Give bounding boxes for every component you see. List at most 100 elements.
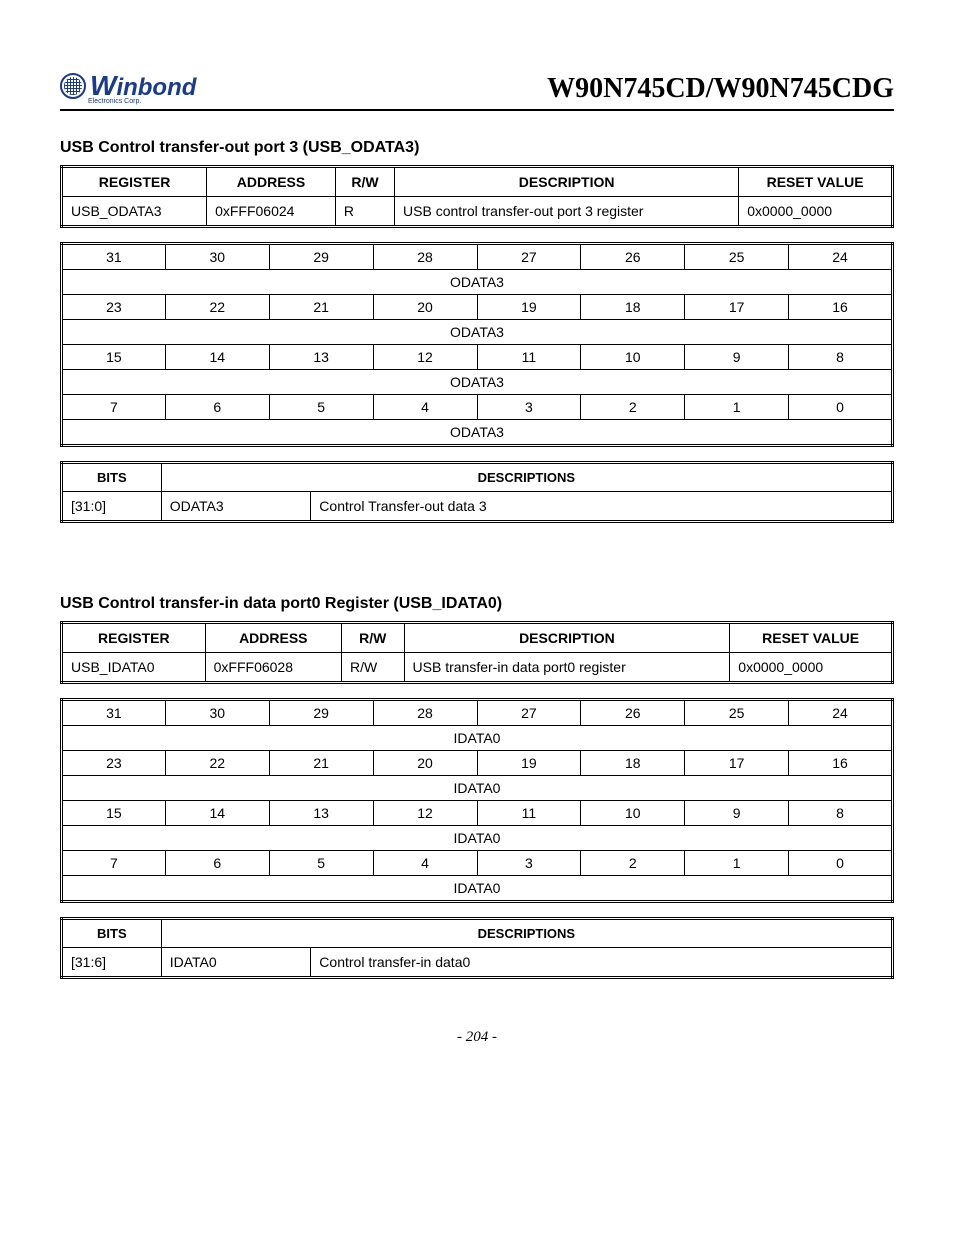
bit-cell: 1 [685, 851, 789, 876]
bit-cell: 0 [789, 395, 893, 420]
bit-cell: 14 [165, 801, 269, 826]
bit-label: IDATA0 [62, 726, 893, 751]
bit-cell: 11 [477, 801, 581, 826]
bit-cell: 7 [62, 851, 166, 876]
bit-cell: 3 [477, 851, 581, 876]
bit-cell: 4 [373, 395, 477, 420]
section1-register-table: REGISTER ADDRESS R/W DESCRIPTION RESET V… [60, 165, 894, 228]
table-header-row: REGISTER ADDRESS R/W DESCRIPTION RESET V… [62, 623, 893, 653]
bit-cell: 13 [269, 345, 373, 370]
bit-cell: 19 [477, 751, 581, 776]
bit-cell: 22 [165, 751, 269, 776]
bit-cell: 16 [789, 295, 893, 320]
cell-rw: R/W [341, 653, 404, 683]
cell-bits: [31:0] [62, 492, 162, 522]
section2-bit-table: 3130292827262524 IDATA0 2322212019181716… [60, 698, 894, 903]
table-row: USB_IDATA0 0xFFF06028 R/W USB transfer-i… [62, 653, 893, 683]
th-bits: BITS [62, 919, 162, 948]
cell-rw: R [335, 197, 394, 227]
bit-cell: 27 [477, 700, 581, 726]
cell-desc: Control transfer-in data0 [311, 948, 893, 978]
globe-icon [60, 73, 86, 99]
cell-field: ODATA3 [161, 492, 311, 522]
bit-cell: 5 [269, 851, 373, 876]
cell-description: USB transfer-in data port0 register [404, 653, 730, 683]
page-number: - 204 - [60, 1029, 894, 1046]
cell-field: IDATA0 [161, 948, 311, 978]
th-register: REGISTER [62, 623, 206, 653]
section1-title: USB Control transfer-out port 3 (USB_ODA… [60, 139, 894, 157]
bit-cell: 30 [165, 244, 269, 270]
bit-label: ODATA3 [62, 270, 893, 295]
bit-cell: 21 [269, 751, 373, 776]
logo-block: Winbond Electronics Corp. [60, 70, 196, 105]
cell-address: 0xFFF06028 [205, 653, 341, 683]
bit-cell: 22 [165, 295, 269, 320]
bit-cell: 18 [581, 295, 685, 320]
th-address: ADDRESS [207, 167, 336, 197]
bit-cell: 19 [477, 295, 581, 320]
bit-cell: 16 [789, 751, 893, 776]
bit-label: ODATA3 [62, 420, 893, 446]
part-number: W90N745CD/W90N745CDG [547, 73, 894, 105]
table-row: USB_ODATA3 0xFFF06024 R USB control tran… [62, 197, 893, 227]
th-description: DESCRIPTION [395, 167, 739, 197]
bit-cell: 20 [373, 295, 477, 320]
th-rw: R/W [335, 167, 394, 197]
bit-cell: 6 [165, 851, 269, 876]
th-reset: RESET VALUE [739, 167, 893, 197]
bit-cell: 4 [373, 851, 477, 876]
bit-cell: 28 [373, 244, 477, 270]
section2-desc-table: BITS DESCRIPTIONS [31:6] IDATA0 Control … [60, 917, 894, 979]
th-description: DESCRIPTION [404, 623, 730, 653]
th-bits: BITS [62, 463, 162, 492]
bit-cell: 18 [581, 751, 685, 776]
th-address: ADDRESS [205, 623, 341, 653]
section2-register-table: REGISTER ADDRESS R/W DESCRIPTION RESET V… [60, 621, 894, 684]
bit-cell: 30 [165, 700, 269, 726]
page-header: Winbond Electronics Corp. W90N745CD/W90N… [60, 70, 894, 111]
bit-cell: 2 [581, 395, 685, 420]
bit-label: ODATA3 [62, 320, 893, 345]
cell-address: 0xFFF06024 [207, 197, 336, 227]
section2-title: USB Control transfer-in data port0 Regis… [60, 595, 894, 613]
bit-cell: 14 [165, 345, 269, 370]
bit-cell: 1 [685, 395, 789, 420]
bit-cell: 25 [685, 244, 789, 270]
cell-reset: 0x0000_0000 [730, 653, 893, 683]
bit-cell: 6 [165, 395, 269, 420]
bit-cell: 28 [373, 700, 477, 726]
bit-cell: 17 [685, 295, 789, 320]
bit-cell: 8 [789, 345, 893, 370]
bit-cell: 9 [685, 801, 789, 826]
th-reset: RESET VALUE [730, 623, 893, 653]
cell-desc: Control Transfer-out data 3 [311, 492, 893, 522]
bit-label: ODATA3 [62, 370, 893, 395]
bit-cell: 11 [477, 345, 581, 370]
bit-cell: 21 [269, 295, 373, 320]
cell-reset: 0x0000_0000 [739, 197, 893, 227]
bit-cell: 0 [789, 851, 893, 876]
section1-bit-table: 3130292827262524 ODATA3 2322212019181716… [60, 242, 894, 447]
th-descriptions: DESCRIPTIONS [161, 919, 892, 948]
bit-cell: 24 [789, 700, 893, 726]
bit-cell: 10 [581, 345, 685, 370]
bit-cell: 24 [789, 244, 893, 270]
bit-cell: 27 [477, 244, 581, 270]
bit-cell: 9 [685, 345, 789, 370]
bit-cell: 17 [685, 751, 789, 776]
bit-cell: 15 [62, 345, 166, 370]
section1-desc-table: BITS DESCRIPTIONS [31:0] ODATA3 Control … [60, 461, 894, 523]
bit-cell: 26 [581, 244, 685, 270]
bit-cell: 8 [789, 801, 893, 826]
bit-label: IDATA0 [62, 876, 893, 902]
bit-cell: 5 [269, 395, 373, 420]
bit-cell: 29 [269, 244, 373, 270]
cell-register: USB_IDATA0 [62, 653, 206, 683]
bit-cell: 20 [373, 751, 477, 776]
th-register: REGISTER [62, 167, 207, 197]
bit-cell: 13 [269, 801, 373, 826]
bit-cell: 31 [62, 244, 166, 270]
bit-cell: 10 [581, 801, 685, 826]
bit-cell: 3 [477, 395, 581, 420]
